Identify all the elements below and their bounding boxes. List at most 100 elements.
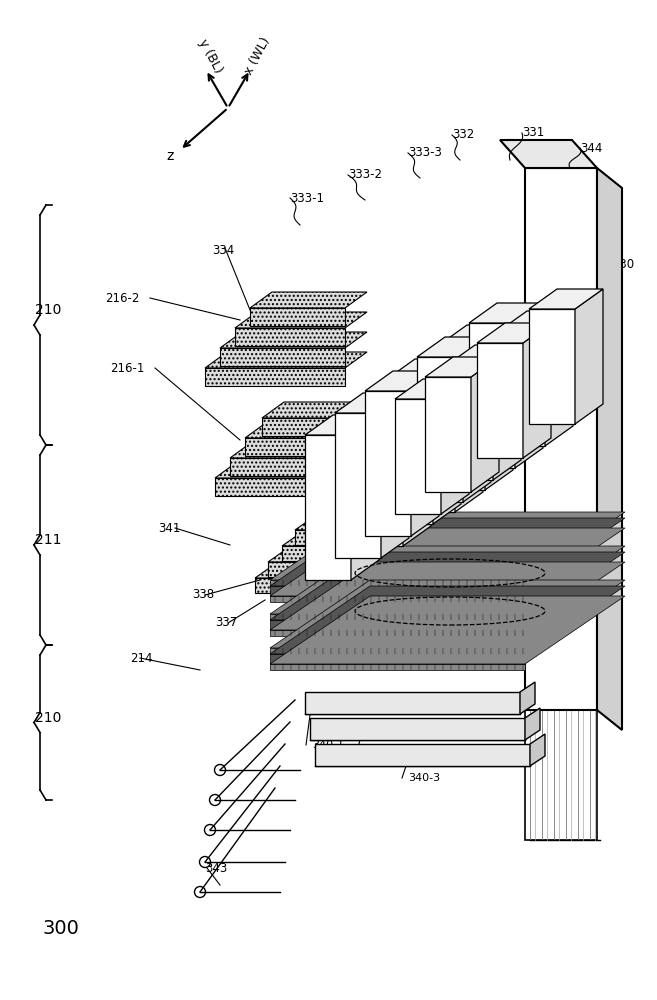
Polygon shape (381, 393, 409, 558)
Polygon shape (270, 580, 525, 586)
Polygon shape (433, 359, 461, 524)
Polygon shape (387, 379, 433, 524)
Polygon shape (417, 337, 491, 357)
Polygon shape (245, 422, 367, 438)
Text: 340-3: 340-3 (408, 773, 440, 783)
Polygon shape (357, 401, 403, 546)
Polygon shape (403, 381, 431, 546)
Text: 332: 332 (452, 128, 474, 141)
Polygon shape (270, 596, 525, 602)
Polygon shape (270, 596, 625, 664)
Polygon shape (315, 744, 530, 766)
Text: 339: 339 (560, 588, 582, 601)
Polygon shape (270, 546, 625, 614)
Text: 333-1: 333-1 (290, 192, 324, 205)
Polygon shape (230, 458, 345, 476)
Polygon shape (409, 367, 455, 512)
Polygon shape (270, 664, 525, 670)
Polygon shape (477, 343, 523, 458)
Text: 340-1: 340-1 (312, 740, 344, 750)
Polygon shape (262, 402, 367, 418)
Text: 333-2: 333-2 (348, 168, 382, 182)
Polygon shape (411, 371, 439, 536)
Polygon shape (255, 578, 345, 593)
Polygon shape (455, 347, 483, 512)
Polygon shape (295, 530, 345, 545)
Polygon shape (529, 309, 575, 424)
Polygon shape (357, 381, 431, 401)
Polygon shape (310, 718, 525, 740)
Polygon shape (471, 357, 499, 492)
Polygon shape (270, 654, 525, 664)
Polygon shape (597, 168, 622, 730)
Text: 338: 338 (192, 588, 214, 601)
Polygon shape (250, 292, 367, 308)
Text: 334: 334 (212, 243, 235, 256)
Polygon shape (205, 352, 367, 368)
Polygon shape (500, 140, 597, 168)
Polygon shape (545, 311, 573, 446)
Polygon shape (270, 620, 525, 630)
Polygon shape (235, 328, 345, 346)
Polygon shape (270, 552, 625, 620)
Polygon shape (270, 586, 625, 654)
Polygon shape (447, 345, 521, 365)
Polygon shape (469, 303, 543, 323)
Polygon shape (439, 345, 485, 490)
Polygon shape (282, 532, 365, 546)
Polygon shape (499, 311, 573, 331)
Polygon shape (469, 323, 515, 468)
Text: 210: 210 (35, 711, 61, 725)
Polygon shape (270, 648, 525, 654)
Polygon shape (270, 630, 525, 636)
Polygon shape (425, 377, 471, 492)
Text: 210: 210 (35, 303, 61, 317)
Polygon shape (523, 323, 551, 458)
Polygon shape (262, 418, 345, 436)
Polygon shape (282, 546, 345, 561)
Polygon shape (439, 325, 513, 345)
Text: 341: 341 (158, 522, 181, 534)
Polygon shape (205, 368, 345, 386)
Polygon shape (230, 442, 367, 458)
Text: 212: 212 (582, 422, 604, 434)
Text: 216-2: 216-2 (105, 292, 139, 304)
Polygon shape (215, 478, 345, 496)
Polygon shape (417, 357, 463, 502)
Polygon shape (409, 347, 483, 367)
Polygon shape (250, 308, 345, 326)
Polygon shape (485, 325, 513, 490)
Polygon shape (477, 323, 551, 343)
Polygon shape (255, 564, 365, 578)
Text: x (WL): x (WL) (242, 35, 273, 77)
Polygon shape (270, 518, 625, 586)
Text: 216-1: 216-1 (110, 361, 145, 374)
Polygon shape (270, 586, 525, 596)
Polygon shape (425, 357, 499, 377)
Polygon shape (335, 393, 409, 413)
Polygon shape (235, 312, 367, 328)
Text: 211: 211 (35, 533, 62, 547)
Polygon shape (268, 548, 365, 562)
Text: 333-3: 333-3 (408, 146, 442, 159)
Polygon shape (270, 528, 625, 596)
Polygon shape (305, 692, 520, 714)
Polygon shape (441, 379, 469, 514)
Polygon shape (268, 562, 345, 577)
Polygon shape (395, 399, 441, 514)
Polygon shape (305, 435, 351, 580)
Polygon shape (447, 365, 493, 480)
Polygon shape (387, 359, 461, 379)
Polygon shape (525, 168, 597, 710)
Polygon shape (220, 348, 345, 366)
Polygon shape (365, 371, 439, 391)
Text: y (BL): y (BL) (196, 37, 225, 75)
Polygon shape (270, 580, 625, 648)
Polygon shape (270, 512, 625, 580)
Polygon shape (295, 516, 365, 530)
Polygon shape (520, 682, 535, 714)
Polygon shape (529, 289, 603, 309)
Polygon shape (525, 168, 597, 840)
Text: 300: 300 (42, 918, 79, 938)
Text: 336: 336 (566, 662, 588, 674)
